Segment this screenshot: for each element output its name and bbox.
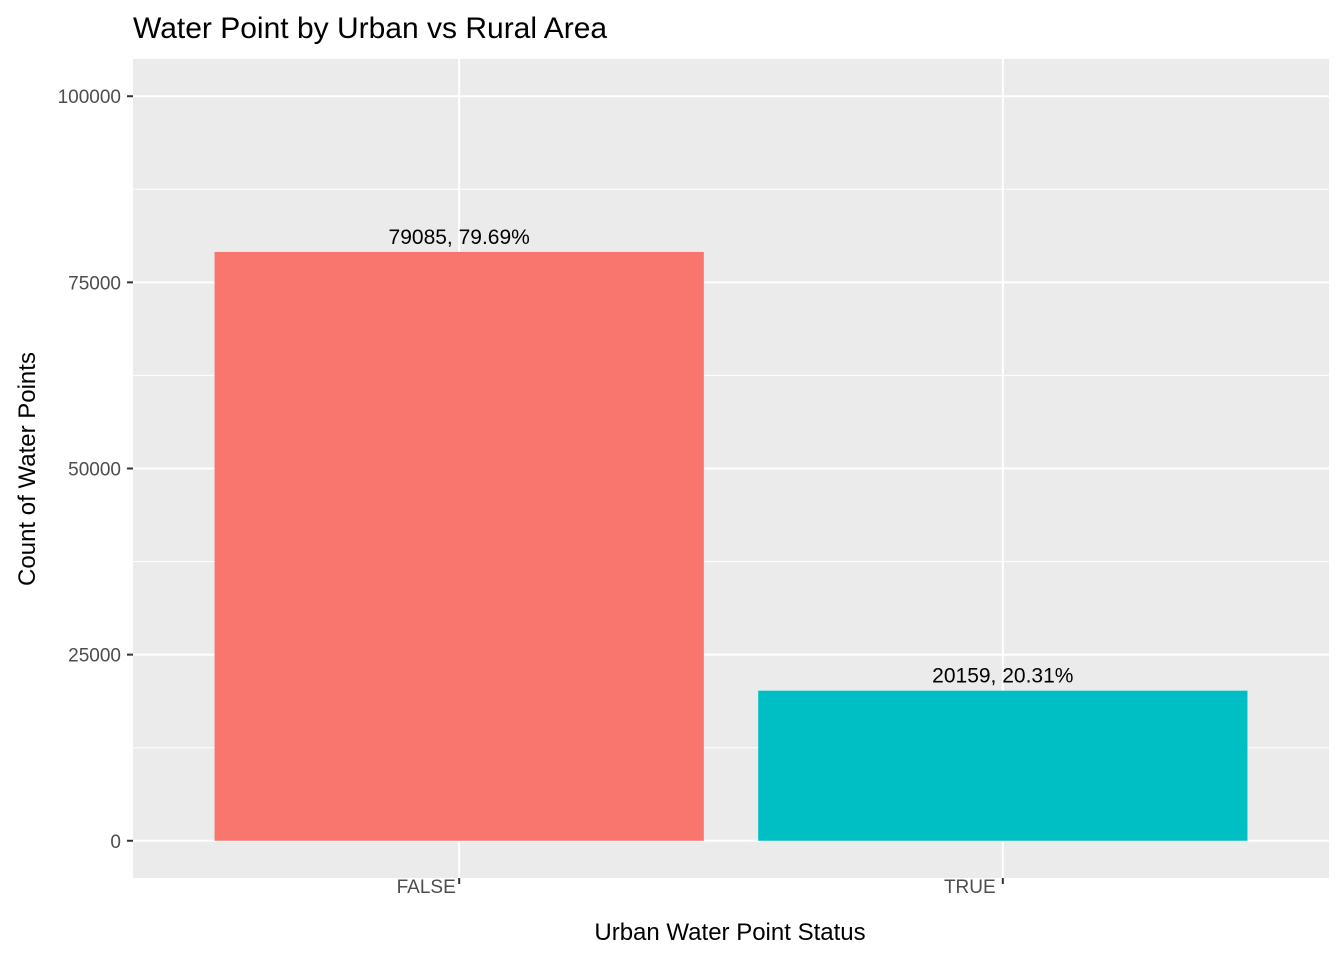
bar-data-label: 20159, 20.31% — [932, 665, 1073, 688]
bar-data-label: 79085, 79.69% — [389, 226, 530, 249]
bars — [214, 251, 1248, 841]
data-labels: 79085, 79.69% 20159, 20.31% — [389, 226, 1074, 688]
x-tick-label: FALSE — [397, 877, 456, 898]
y-tick-label: 100000 — [58, 87, 121, 108]
bar-false — [214, 251, 704, 841]
bar-true — [758, 690, 1248, 841]
y-tick-label: 50000 — [68, 460, 121, 481]
chart-title: Water Point by Urban vs Rural Area — [133, 12, 607, 45]
x-tick-label: TRUE — [944, 877, 996, 898]
x-axis-title: Urban Water Point Status — [594, 919, 865, 946]
x-axis: FALSE TRUE — [397, 877, 1004, 898]
y-axis: 0 25000 50000 75000 100000 — [58, 87, 133, 853]
y-axis-title: Count of Water Points — [14, 352, 41, 586]
y-tick-label: 75000 — [68, 273, 121, 294]
y-tick-label: 0 — [110, 832, 121, 853]
y-tick-label: 25000 — [68, 646, 121, 667]
